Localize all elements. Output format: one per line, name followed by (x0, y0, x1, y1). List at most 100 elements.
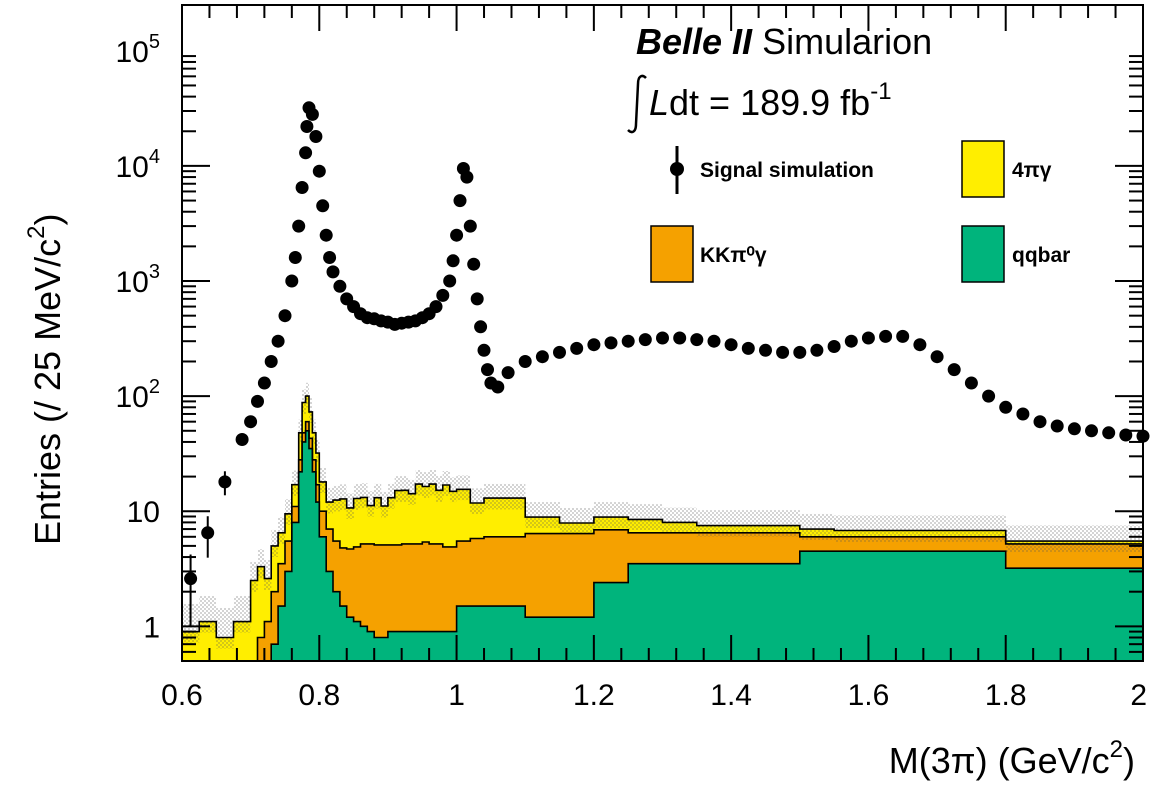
plot-frame (181, 4, 1144, 662)
signal-point (288, 251, 302, 264)
legend: Signal simulation 4πγ KKπ⁰γ qqbar (650, 140, 1070, 283)
signal-point (436, 288, 450, 302)
legend-qqbar-label: qqbar (1012, 244, 1070, 267)
signal-point (316, 199, 330, 213)
y-tick-exponent: 5 (149, 31, 160, 53)
signal-point (793, 345, 807, 359)
signal-point (690, 333, 704, 347)
signal-point (460, 170, 474, 184)
legend-signal-marker (670, 162, 684, 176)
signal-point (271, 334, 285, 348)
signal-point (570, 341, 584, 355)
axis-ticks (181, 5, 1144, 662)
signal-point (724, 338, 738, 352)
signal-point (673, 331, 687, 345)
signal-point (587, 338, 601, 352)
signal-point (235, 433, 249, 446)
signal-point (244, 415, 258, 429)
x-tick-label: 0.8 (298, 679, 340, 712)
experiment-name: Belle II (636, 21, 753, 62)
stacked-histogram-outlines (182, 395, 1143, 662)
signal-point (251, 394, 264, 408)
signal-point (467, 257, 481, 271)
legend-kkpi0gamma: KKπ⁰γ (650, 225, 767, 283)
x-axis-title: M(3π) (GeV/c2) (889, 736, 1135, 781)
x-tick-label: 0.6 (161, 679, 203, 712)
signal-point (1102, 426, 1116, 440)
y-tick-label: 105 (116, 31, 161, 69)
signal-point (844, 334, 858, 348)
y-axis-title: Entries (/ 25 MeV/c2) (23, 214, 68, 545)
signal-point (656, 331, 669, 345)
luminosity-label: Ldt = 189.9 fb-1 (649, 78, 892, 123)
signal-point (463, 219, 477, 233)
signal-point (278, 309, 292, 323)
signal-point (930, 350, 944, 364)
signal-point (810, 343, 824, 357)
signal-point (553, 345, 566, 359)
signal-point (1050, 419, 1064, 433)
signal-point (300, 120, 314, 133)
legend-kkpi0gamma-swatch (650, 225, 694, 283)
signal-point (879, 329, 893, 343)
y-tick-label: 1 (143, 611, 160, 644)
signal-point (827, 340, 841, 353)
signal-point (776, 345, 790, 359)
legend-4pigamma-swatch (961, 140, 1005, 198)
y-tick-base: 1 (143, 611, 160, 644)
signal-point (470, 292, 484, 306)
legend-4pigamma-label: 4πγ (1012, 159, 1052, 182)
signal-point (305, 107, 319, 121)
signal-point (759, 343, 772, 357)
signal-point (604, 336, 618, 350)
signal-point (257, 376, 271, 390)
y-tick-label: 103 (116, 261, 161, 299)
signal-point (218, 475, 232, 489)
x-tick-labels: 0.6 0.8 1 1.2 1.4 1.6 1.8 2 (161, 679, 1147, 712)
y-tick-label: 102 (116, 376, 161, 414)
x-tick-label: 1.6 (848, 679, 890, 712)
signal-point (999, 400, 1013, 414)
signal-point (201, 526, 215, 540)
y-tick-base: 10 (116, 381, 149, 414)
signal-point (913, 338, 927, 352)
signal-point (429, 300, 443, 314)
signal-point (501, 366, 515, 380)
signal-point (453, 194, 467, 208)
y-tick-label: 10 (127, 496, 160, 529)
y-tick-exponent: 4 (149, 146, 160, 168)
signal-point (1067, 422, 1081, 436)
signal-point (896, 329, 910, 343)
signal-point (295, 181, 309, 194)
experiment-label: Simularion (752, 21, 932, 62)
y-tick-base: 10 (116, 151, 149, 184)
signal-point (474, 320, 488, 334)
signal-point (446, 254, 460, 268)
signal-point (323, 251, 337, 264)
integral-sign (627, 74, 647, 134)
signal-point (1033, 415, 1047, 429)
signal-point (741, 341, 755, 355)
x-tick-label: 2 (1130, 679, 1147, 712)
uncertainty-band (182, 382, 1143, 649)
signal-point (964, 376, 978, 390)
signal-point (481, 363, 494, 377)
hist-outline-4 (182, 395, 1143, 639)
uncertainty-band-area (182, 382, 1143, 649)
signal-point (1016, 407, 1030, 421)
signal-point (319, 228, 333, 242)
y-tick-exponent: 2 (149, 376, 160, 398)
signal-point (491, 380, 505, 394)
hist-fill-qqbar (182, 430, 1143, 661)
signal-point (450, 228, 464, 242)
signal-point (1085, 424, 1098, 438)
x-tick-label: 1 (448, 679, 465, 712)
y-tick-base: 10 (116, 36, 149, 69)
legend-qqbar: qqbar (961, 225, 1070, 283)
signal-point (621, 334, 635, 348)
legend-signal-label: Signal simulation (700, 159, 874, 182)
signal-points (184, 101, 1150, 627)
signal-point (285, 274, 299, 288)
signal-point (947, 363, 961, 377)
signal-point (326, 265, 340, 279)
